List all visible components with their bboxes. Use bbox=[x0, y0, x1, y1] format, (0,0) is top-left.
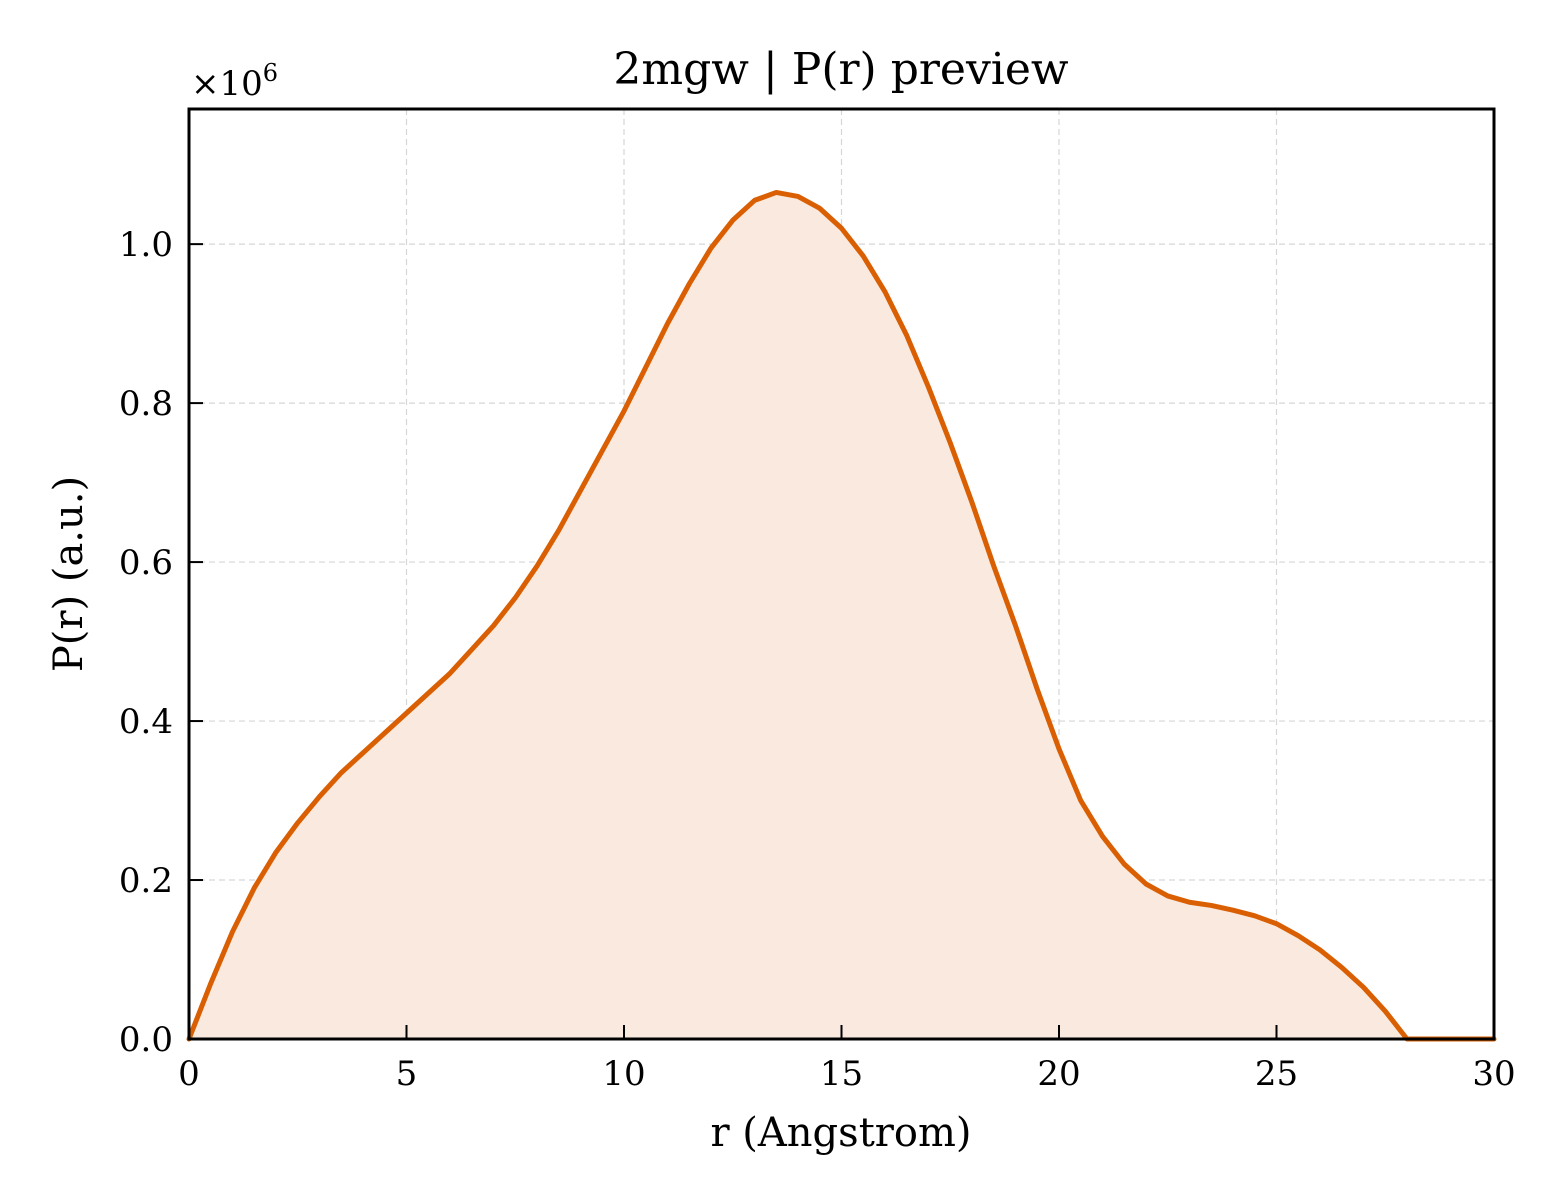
x-tick-label: 0 bbox=[178, 1054, 200, 1094]
x-tick-label: 15 bbox=[820, 1054, 863, 1094]
y-tick-label: 0.0 bbox=[119, 1020, 173, 1060]
x-tick-label: 25 bbox=[1255, 1054, 1298, 1094]
area-layer bbox=[186, 189, 1497, 1042]
pr-area-fill bbox=[189, 192, 1494, 1039]
pr-curve-line bbox=[186, 189, 1497, 1042]
tick-layer: 0 5 10 15 20 25 30 0.0 0.2 0.4 0.6 0.8 1.0 bbox=[119, 225, 1516, 1094]
y-tick-label: 0.6 bbox=[119, 543, 173, 583]
x-tick-label: 30 bbox=[1472, 1054, 1515, 1094]
y-scale-base: ×10 bbox=[191, 64, 263, 104]
chart-title: 2mgw | P(r) preview bbox=[613, 44, 1069, 95]
y-tick-label: 1.0 bbox=[119, 225, 173, 265]
x-tick-label: 10 bbox=[602, 1054, 645, 1094]
y-tick-label: 0.2 bbox=[119, 861, 173, 901]
y-scale-multiplier: ×106 bbox=[191, 59, 278, 104]
y-tick-label: 0.8 bbox=[119, 384, 173, 424]
x-tick-label: 5 bbox=[396, 1054, 418, 1094]
x-tick-label: 20 bbox=[1037, 1054, 1080, 1094]
x-axis-label: r (Angstrom) bbox=[710, 1110, 971, 1156]
y-scale-exponent: 6 bbox=[263, 59, 278, 87]
y-axis-label: P(r) (a.u.) bbox=[46, 476, 92, 672]
y-tick-label: 0.4 bbox=[119, 702, 173, 742]
